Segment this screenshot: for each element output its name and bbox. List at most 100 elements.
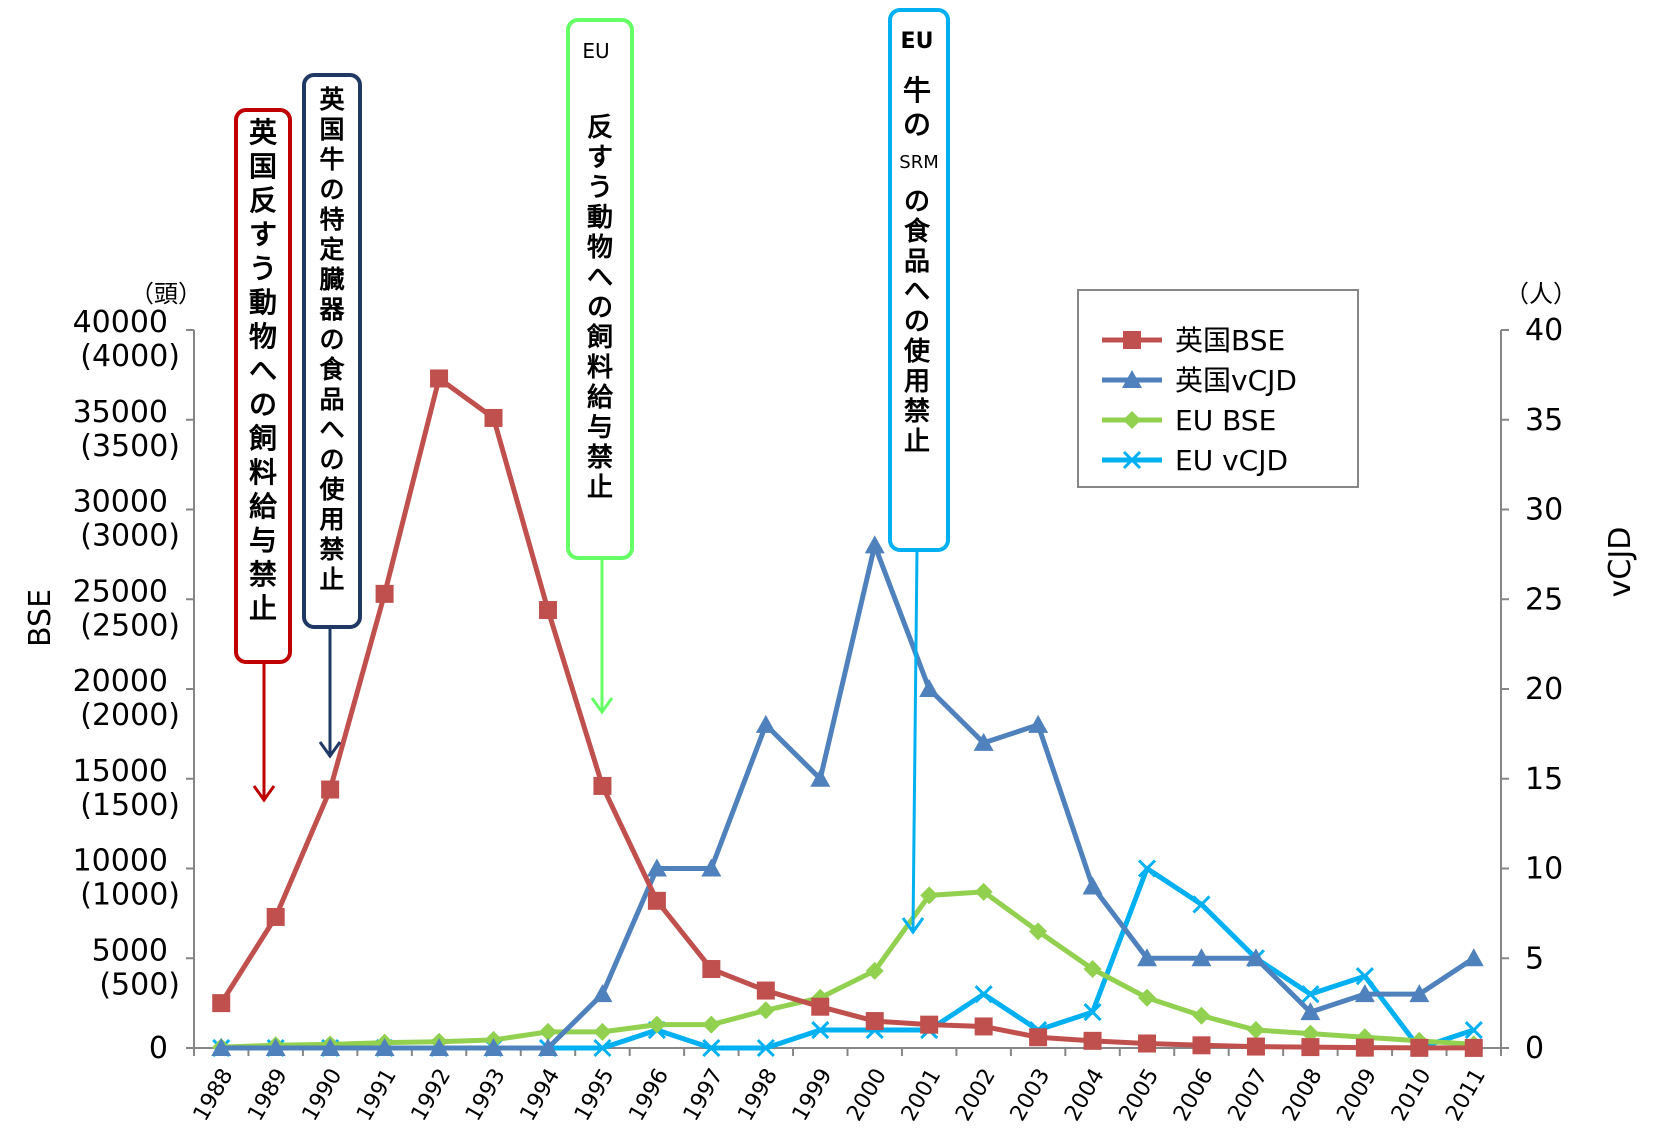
annotation-char: 飼 xyxy=(249,422,277,455)
annotation-char: 牛 xyxy=(903,74,931,107)
annotation-char: 動 xyxy=(587,203,613,233)
annotation-char: 禁 xyxy=(319,535,344,564)
annotation-char: 英 xyxy=(249,116,278,149)
annotation-char: の xyxy=(319,175,344,204)
data-point xyxy=(920,886,939,905)
data-point xyxy=(919,679,940,697)
data-point xyxy=(974,882,993,901)
left-tick-sublabel: (500) xyxy=(99,967,180,1002)
x-tick-label: 2005 xyxy=(1115,1065,1165,1126)
data-point xyxy=(1463,948,1484,967)
legend-marker xyxy=(1122,450,1142,470)
left-tick-sublabel: (3500) xyxy=(80,429,180,464)
data-point xyxy=(375,584,394,603)
x-tick-label: 1995 xyxy=(570,1065,620,1126)
annotation-char: 特 xyxy=(319,205,344,234)
data-point xyxy=(483,1038,504,1056)
series-0 xyxy=(212,369,1483,1057)
data-point xyxy=(1083,1031,1102,1050)
data-point xyxy=(484,408,503,427)
x-tick-label: 1990 xyxy=(298,1065,348,1126)
series-3 xyxy=(212,859,1483,1058)
annotation-char: の xyxy=(249,388,277,421)
legend: 英国BSE 英国vCJD EU BSE EU vCJD xyxy=(1077,289,1359,488)
data-point xyxy=(756,1038,775,1058)
data-point xyxy=(647,1015,666,1034)
data-point xyxy=(974,985,993,1004)
data-point xyxy=(701,858,722,877)
annotation-char: 禁 xyxy=(904,397,930,427)
x-tick-label: 1989 xyxy=(243,1065,293,1126)
x-tick-label: 2010 xyxy=(1387,1065,1437,1126)
annotation-eu-srm-prefix: EU xyxy=(901,29,934,54)
data-point xyxy=(320,1038,341,1056)
annotation-char: 食 xyxy=(904,216,931,247)
x-tick-label: 2002 xyxy=(951,1065,1001,1126)
series-line xyxy=(221,889,1474,1050)
annotation-char: 料 xyxy=(587,353,613,383)
legend-label: EU BSE xyxy=(1175,404,1276,437)
annotation-char: 止 xyxy=(249,592,277,625)
data-point xyxy=(374,1038,395,1056)
data-point xyxy=(265,1038,286,1056)
annotation-char: す xyxy=(587,143,613,173)
annotation-char: 止 xyxy=(587,473,613,503)
data-point xyxy=(756,981,775,1000)
data-point xyxy=(1355,967,1374,986)
x-tick-label: 2003 xyxy=(1006,1065,1056,1126)
data-point xyxy=(702,1015,721,1034)
legend-marker xyxy=(1122,370,1142,388)
legend-item: EU BSE xyxy=(1102,404,1276,437)
data-point xyxy=(1028,714,1049,733)
x-tick-label: 2006 xyxy=(1169,1065,1219,1126)
data-point xyxy=(646,858,667,877)
annotation-char: 使 xyxy=(318,475,345,504)
data-point xyxy=(592,984,613,1003)
x-tick-label: 1999 xyxy=(788,1065,838,1126)
data-point xyxy=(1192,1036,1211,1055)
left-axis-unit: （頭） xyxy=(130,280,202,308)
data-point xyxy=(430,369,449,388)
data-point xyxy=(1191,948,1212,967)
annotation-char: の xyxy=(587,293,613,323)
data-point xyxy=(811,1020,830,1040)
data-point xyxy=(537,1038,558,1056)
annotation-eu-feed-prefix: EU xyxy=(582,39,609,63)
annotation-char: 反 xyxy=(587,113,613,143)
data-point xyxy=(1354,984,1375,1003)
annotation-char: 与 xyxy=(587,413,613,443)
right-tick-label: 10 xyxy=(1525,852,1563,887)
data-point xyxy=(1464,1038,1483,1057)
data-point xyxy=(1192,1006,1211,1025)
data-point xyxy=(702,960,721,979)
x-tick-label: 2009 xyxy=(1332,1065,1382,1126)
annotation-eu-srm-text-a: 牛の xyxy=(903,74,931,141)
data-point xyxy=(593,776,612,795)
legend-item: 英国BSE xyxy=(1102,324,1285,357)
annotation-char: へ xyxy=(587,263,613,293)
data-point xyxy=(974,1017,993,1036)
right-tick-label: 35 xyxy=(1525,403,1563,438)
annotation-char: の xyxy=(319,325,344,354)
annotation-char: 器 xyxy=(318,295,345,324)
left-tick-sublabel: (1500) xyxy=(80,788,180,823)
annotation-char: 物 xyxy=(587,233,613,263)
data-point xyxy=(973,732,994,751)
data-point xyxy=(321,780,340,799)
annotation-char: の xyxy=(903,108,931,141)
annotation-char: 反 xyxy=(249,184,277,217)
annotation-char: 英 xyxy=(319,85,345,114)
x-tick-label: 2007 xyxy=(1223,1065,1273,1126)
data-point xyxy=(1301,985,1320,1004)
annotation-char: 給 xyxy=(249,490,278,523)
data-point xyxy=(865,961,884,980)
data-point xyxy=(1082,876,1103,895)
annotation-char: う xyxy=(249,252,277,285)
data-point xyxy=(1245,948,1266,967)
left-tick-label: 40000 xyxy=(73,305,168,340)
annotation-char: 品 xyxy=(904,247,930,277)
x-tick-label: 1996 xyxy=(624,1065,674,1126)
